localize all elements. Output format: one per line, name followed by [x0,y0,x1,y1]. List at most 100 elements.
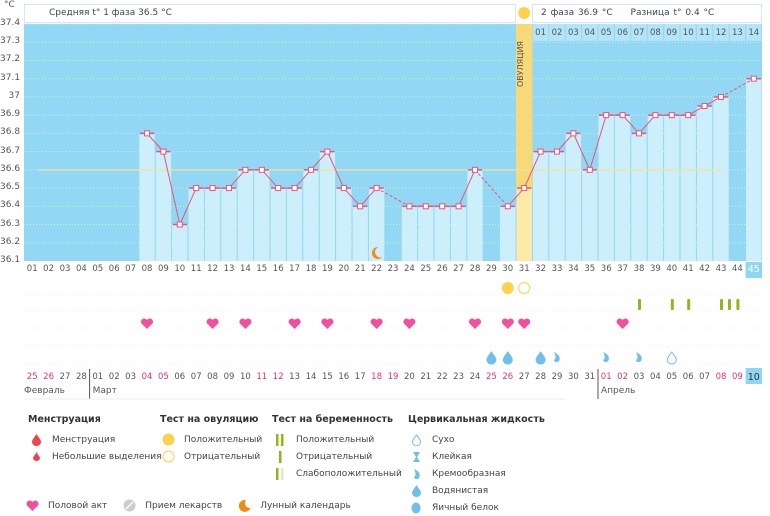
cycle-day-label[interactable]: 32 [535,264,546,274]
cycle-day-label[interactable]: 19 [321,264,333,274]
calendar-date[interactable]: 29 [551,372,563,382]
cycle-day-label[interactable]: 44 [731,264,743,274]
calendar-date[interactable]: 14 [305,372,317,382]
calendar-date[interactable]: 06 [682,372,694,382]
legend-other: Половой акт Прием лекарств Лунный календ… [24,497,351,514]
cycle-day-label[interactable]: 05 [92,264,104,274]
cycle-day-label[interactable]: 43 [715,264,727,274]
calendar-date[interactable]: 16 [338,372,350,382]
calendar-date[interactable]: 19 [387,372,399,382]
calendar-date[interactable]: 31 [584,372,596,382]
cycle-day-label[interactable]: 20 [338,264,350,274]
cycle-day-label[interactable]: 34 [567,264,579,274]
calendar-date[interactable]: 03 [125,372,136,382]
calendar-date[interactable]: 01 [92,372,104,382]
cycle-day-label[interactable]: 41 [682,264,694,274]
phase2-day-label: 02 [551,28,563,38]
calendar-date[interactable]: 28 [75,372,87,382]
cycle-day-label[interactable]: 21 [354,264,366,274]
cycle-day-label[interactable]: 09 [157,264,169,274]
cycle-day-label[interactable]: 03 [59,264,71,274]
calendar-date[interactable]: 27 [59,372,71,382]
cycle-day-label[interactable]: 45 [747,264,760,275]
cycle-day-label[interactable]: 38 [633,264,645,274]
calendar-date[interactable]: 26 [502,372,514,382]
calendar-date[interactable]: 25 [485,372,497,382]
temperature-bar [549,151,565,261]
calendar-date[interactable]: 23 [453,372,464,382]
calendar-date[interactable]: 09 [223,372,235,382]
calendar-date[interactable]: 11 [256,372,268,382]
cycle-day-label[interactable]: 30 [502,264,514,274]
cycle-day-label[interactable]: 14 [239,264,251,274]
cycle-day-label[interactable]: 33 [551,264,563,274]
cycle-day-label[interactable]: 35 [584,264,596,274]
temperature-bar [221,188,237,261]
cycle-day-label[interactable]: 13 [223,264,235,274]
calendar-date[interactable]: 15 [321,372,333,382]
cycle-day-label[interactable]: 10 [174,264,186,274]
calendar-date[interactable]: 17 [354,372,366,382]
cycle-day-label[interactable]: 17 [289,264,300,274]
cycle-day-label[interactable]: 04 [75,264,87,274]
calendar-date[interactable]: 22 [436,372,448,382]
calendar-date[interactable]: 06 [174,372,186,382]
calendar-date[interactable]: 07 [190,372,202,382]
temperature-bar [254,169,270,261]
calendar-date[interactable]: 04 [141,372,153,382]
calendar-date[interactable]: 05 [666,372,678,382]
temperature-point [750,75,757,82]
cycle-day-label[interactable]: 06 [108,264,120,274]
calendar-date[interactable]: 18 [371,372,382,382]
calendar-date[interactable]: 03 [633,372,645,382]
calendar-date[interactable]: 09 [731,372,743,382]
cycle-day-label[interactable]: 22 [371,264,382,274]
cycle-day-label[interactable]: 24 [403,264,415,274]
calendar-date[interactable]: 28 [535,372,546,382]
cycle-day-label[interactable]: 40 [666,264,678,274]
cycle-day-label[interactable]: 28 [469,264,481,274]
cycle-day-label[interactable]: 36 [600,264,612,274]
cycle-day-label[interactable]: 37 [617,264,628,274]
calendar-date[interactable]: 30 [567,372,579,382]
temperature-bar [270,188,286,261]
calendar-date[interactable]: 04 [649,372,661,382]
calendar-date[interactable]: 27 [518,372,530,382]
cycle-day-label[interactable]: 02 [43,264,54,274]
cycle-day-label[interactable]: 27 [453,264,464,274]
cycle-day-label[interactable]: 07 [125,264,136,274]
cycle-day-label[interactable]: 23 [387,264,399,274]
cycle-day-label[interactable]: 08 [141,264,153,274]
calendar-date[interactable]: 25 [26,372,38,382]
temperature-line [474,169,509,207]
calendar-date[interactable]: 05 [157,372,169,382]
calendar-date[interactable]: 26 [43,372,54,382]
calendar-date[interactable]: 24 [469,372,481,382]
calendar-date[interactable]: 08 [207,372,218,382]
cycle-day-label[interactable]: 01 [26,264,38,274]
cycle-day-label[interactable]: 15 [256,264,268,274]
creamy-fluid-icon [603,352,609,363]
cycle-day-label[interactable]: 42 [699,264,710,274]
calendar-date[interactable]: 07 [699,372,710,382]
cycle-day-label[interactable]: 16 [272,264,284,274]
temperature-point [603,112,610,119]
calendar-date[interactable]: 13 [289,372,300,382]
calendar-date[interactable]: 10 [239,372,251,382]
calendar-date[interactable]: 01 [600,372,612,382]
calendar-date[interactable]: 10 [747,372,760,383]
cycle-day-label[interactable]: 29 [485,264,497,274]
calendar-date[interactable]: 21 [420,372,432,382]
calendar-date[interactable]: 02 [108,372,120,382]
cycle-day-label[interactable]: 18 [305,264,317,274]
cycle-day-label[interactable]: 26 [436,264,448,274]
calendar-date[interactable]: 20 [403,372,415,382]
calendar-date[interactable]: 02 [617,372,628,382]
calendar-date[interactable]: 12 [272,372,284,382]
cycle-day-label[interactable]: 11 [190,264,202,274]
calendar-date[interactable]: 08 [715,372,727,382]
cycle-day-label[interactable]: 31 [518,264,530,274]
cycle-day-label[interactable]: 12 [207,264,218,274]
cycle-day-label[interactable]: 39 [649,264,661,274]
cycle-day-label[interactable]: 25 [420,264,432,274]
